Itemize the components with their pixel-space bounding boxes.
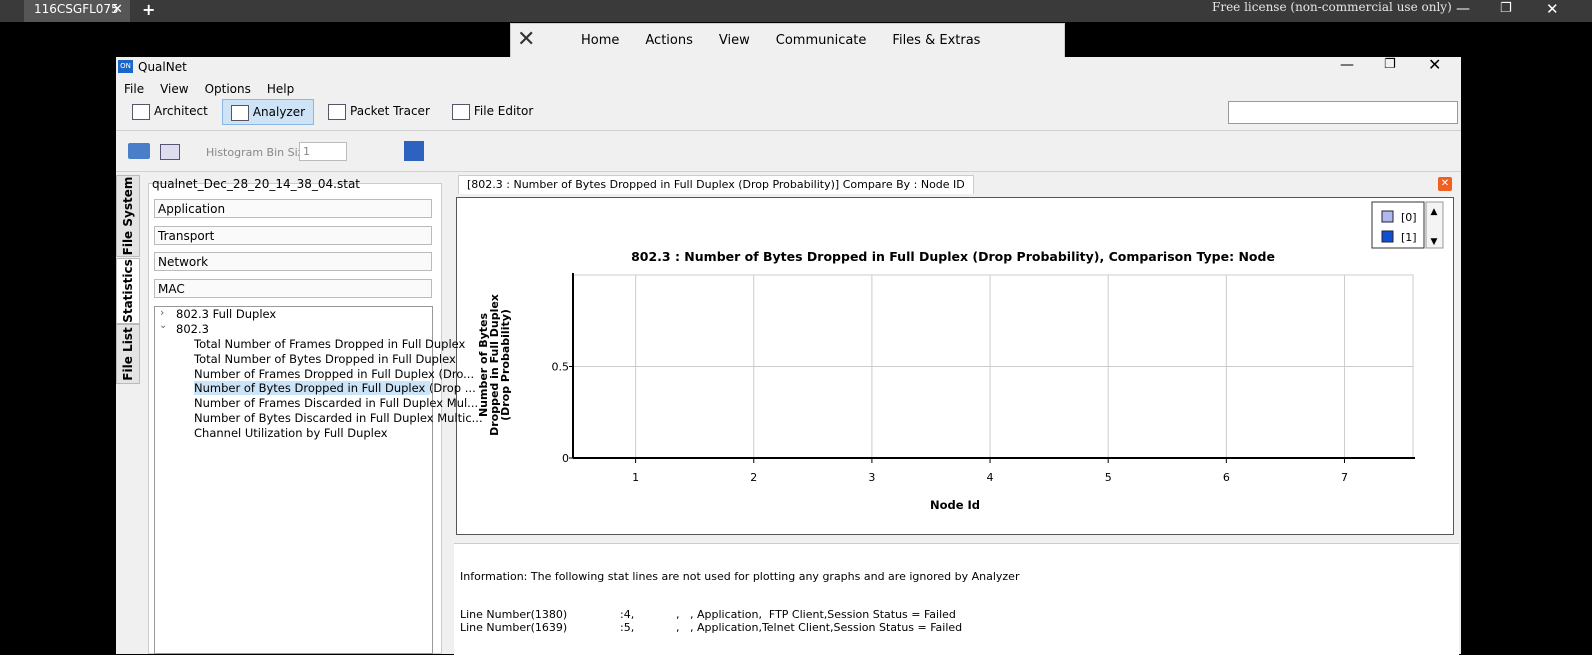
info-cell: :4, [620,608,635,621]
x-tick-label: 3 [868,471,875,484]
y-axis-label: Dropped in Full Duplex [488,294,501,436]
chart-button[interactable] [404,141,424,161]
remove-file[interactable] [160,144,180,160]
close[interactable]: ✕ [1546,0,1559,18]
open-folder[interactable] [128,143,150,159]
restore[interactable]: ❐ [1500,1,1512,16]
window-title: QualNet [138,60,187,74]
x-tick-label: 4 [987,471,994,484]
tree-leaf[interactable]: Total Number of Bytes Dropped in Full Du… [194,351,456,366]
stat-group[interactable]: Transport [154,225,432,245]
legend-box [1371,201,1425,249]
tool-tabs: Architect Analyzer Packet Tracer File Edito… [124,99,541,125]
chart-tab[interactable]: [802.3 : Number of Bytes Dropped in Full… [458,175,974,194]
x-tick-label: 5 [1105,471,1112,484]
close-chart[interactable]: ✕ [1438,177,1452,191]
chart-title: 802.3 : Number of Bytes Dropped in Full … [631,249,1275,264]
stat-group[interactable]: Network [154,252,432,271]
side-tab[interactable]: File System [116,175,140,257]
search-box[interactable] [1228,101,1458,124]
tab-close[interactable]: ✕ [112,2,123,17]
info-cell: , , Application, FTP Client,Session Stat… [676,608,956,621]
remote-toolbar-item[interactable]: View [718,33,750,48]
minimize[interactable]: — [1456,1,1470,17]
info-cell: :5, [620,621,635,634]
toolbar-close[interactable]: ✕ [517,27,536,52]
tree-arrow[interactable]: ⌄ [159,320,168,331]
side-tab[interactable]: File List [116,324,140,384]
legend-swatch [1381,230,1394,243]
remote-toolbar-item[interactable]: Home [581,33,620,48]
tree-node[interactable]: 802.3 Full Duplex [176,307,277,321]
y-tick-label: 0 [562,452,569,465]
histogram-label: Histogram Bin Size [206,146,311,159]
remote-toolbar-item[interactable]: Actions [645,33,693,48]
tree-leaf[interactable]: Number of Frames Dropped in Full Duplex … [194,366,475,381]
remote-toolbar-item[interactable]: Files & Extras [892,33,981,48]
tree-leaf[interactable]: Number of Bytes Dropped in Full Duplex (… [194,381,476,396]
stat-file-name: qualnet_Dec_28_20_14_38_04.stat [152,177,361,191]
menu-bar: File View Options Help [124,82,294,96]
menu-item[interactable]: Help [266,82,295,96]
legend-scroll [1425,201,1444,249]
stat-group[interactable]: Application [154,199,432,218]
legend-label: [0] [1401,211,1417,224]
tree-leaf[interactable]: Number of Bytes Discarded in Full Duplex… [194,411,483,425]
x-tick-label: 1 [632,471,639,484]
x-tick-label: 7 [1341,471,1348,484]
remote-tab-bar [0,0,1592,22]
app-icon: ON [118,60,133,73]
x-tick-label: 6 [1223,471,1230,484]
tree-leaf[interactable]: Number of Frames Discarded in Full Duple… [194,396,479,411]
remote-tab[interactable]: 116CSGFL075 [24,0,130,22]
legend-swatch [1381,210,1394,223]
tree-leaf[interactable]: Channel Utilization by Full Duplex [194,425,388,440]
win-close[interactable]: ✕ [1428,55,1442,74]
tool-tab[interactable]: File Editor [444,99,541,125]
stat-group[interactable]: MAC [154,278,432,298]
info-cell: Line Number(1639) [460,621,568,634]
tool-tab[interactable]: Architect [124,99,216,125]
menu-item[interactable]: View [160,82,189,96]
tool-tab[interactable]: Analyzer [221,99,315,125]
separator [116,171,1461,172]
side-tab[interactable]: Statistics [116,258,140,324]
x-tick-label: 2 [750,471,757,484]
menu-item[interactable]: Options [204,82,251,96]
win-minimize[interactable]: — [1340,57,1354,73]
new-tab[interactable]: + [142,0,156,19]
menu-item[interactable]: File [124,82,145,96]
tool-tab[interactable]: Packet Tracer [320,99,438,125]
tree-arrow[interactable]: › [160,306,165,319]
info-heading: Information: The following stat lines ar… [460,570,1020,583]
chart: 802.3 : Number of Bytes Dropped in Full … [477,201,1444,512]
tree-box [154,306,433,654]
tree-leaf[interactable]: Total Number of Frames Dropped in Full D… [194,337,466,351]
y-axis-label: (Drop Probability) [499,309,512,421]
scroll-down: ▼ [1431,237,1438,247]
info-cell: Line Number(1380) [460,608,568,621]
histogram-input[interactable]: 1 [299,142,347,161]
y-axis-label: Number of Bytes [477,313,490,418]
license-text: Free license (non-commercial use only) [1212,0,1452,14]
info-cell: , , Application,Telnet Client,Session St… [676,621,963,634]
y-tick-label: 0.5 [552,361,570,374]
legend-label: [1] [1401,231,1417,244]
scroll-up: ▲ [1431,207,1438,217]
tree-node[interactable]: 802.3 [176,322,209,336]
info-panel [454,543,1459,655]
remote-toolbar-item[interactable]: Communicate [775,33,867,48]
win-restore[interactable]: ❐ [1384,57,1396,72]
remote-toolbar: Home Actions View Communicate Files & Extras [510,23,1065,58]
separator [116,130,1461,131]
x-axis-label: Node Id [930,498,980,512]
